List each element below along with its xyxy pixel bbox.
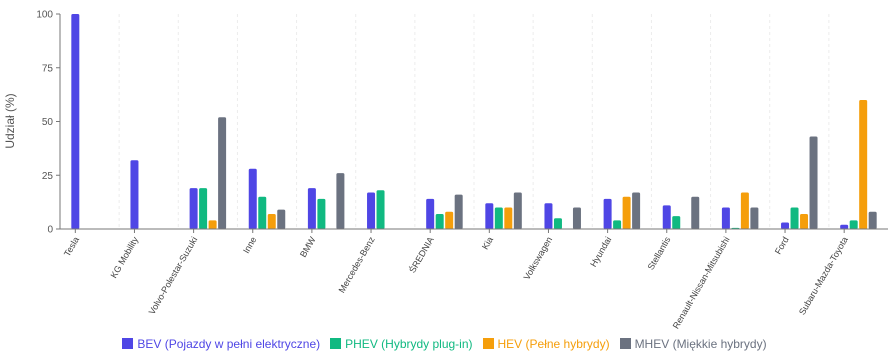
bar: [317, 198, 326, 229]
x-tick-label: Mercedes-Benz: [337, 235, 377, 295]
bar: [544, 203, 553, 229]
bar: [809, 136, 818, 229]
bar: [662, 205, 671, 229]
x-axis: Tesla KG Mobility Volvo-Polestar-Suzuki Inn…: [60, 228, 888, 331]
legend-label: HEV (Pełne hybrydy): [497, 336, 610, 351]
bar: [721, 207, 730, 229]
bar: [485, 203, 494, 229]
legend-label: MHEV (Miękkie hybrydy): [634, 336, 767, 351]
bar: [494, 207, 503, 229]
bar: [189, 188, 198, 229]
bar: [376, 190, 385, 229]
x-tick-label: KG Mobility: [109, 235, 141, 280]
x-tick-label: BMW: [298, 235, 318, 259]
bar: [691, 196, 700, 229]
bar: [553, 218, 562, 229]
bar: [603, 198, 612, 229]
bar: [445, 211, 454, 229]
legend-label: BEV (Pojazdy w pełni elektryczne): [137, 336, 321, 351]
x-tick-label: Stellantis: [646, 235, 673, 272]
y-tick-label: 25: [42, 171, 54, 182]
x-tick-label: ŚREDNIA: [406, 235, 436, 275]
bar: [800, 213, 809, 229]
y-tick-label: 100: [36, 10, 53, 21]
bar: [790, 207, 799, 229]
x-tick-label: Subaru-Mazda-Toyota: [797, 235, 850, 317]
x-tick-label: Kia: [480, 235, 495, 251]
bar: [218, 117, 227, 229]
bar: [622, 196, 631, 229]
bar: [513, 192, 522, 229]
bar: [572, 207, 581, 229]
x-tick-label: Volvo-Polestar-Suzuki: [147, 235, 200, 316]
bar: [199, 188, 208, 229]
bar: [208, 220, 217, 229]
legend: BEV (Pojazdy w pełni elektryczne) PHEV (H…: [0, 336, 889, 351]
x-tick-label: Volkswagen: [522, 235, 555, 282]
y-tick-label: 75: [42, 63, 54, 74]
bar: [307, 188, 316, 229]
bar: [740, 192, 749, 229]
bar: [781, 222, 790, 229]
bars: [71, 14, 877, 229]
y-tick-label: 50: [42, 117, 54, 128]
bar: [277, 209, 286, 229]
bar: [336, 173, 345, 229]
bar: [435, 213, 444, 229]
bar: [454, 194, 463, 229]
x-tick-label: Tesla: [62, 235, 81, 258]
legend-item[interactable]: HEV (Pełne hybrydy): [482, 336, 610, 351]
legend-swatch: [122, 337, 134, 349]
bar: [267, 213, 276, 229]
x-tick-label: Ford: [773, 235, 791, 256]
bar: [71, 14, 80, 229]
bar: [672, 216, 681, 229]
bar: [248, 168, 257, 229]
bar: [840, 224, 849, 229]
bar: [426, 198, 435, 229]
bar: [750, 207, 759, 229]
y-axis-title: Udział (%): [3, 93, 17, 148]
bar: [849, 220, 858, 229]
legend-item[interactable]: BEV (Pojazdy w pełni elektryczne): [122, 337, 320, 351]
legend-swatch: [619, 337, 631, 349]
bar: [632, 192, 641, 229]
x-tick-label: Inne: [241, 235, 258, 255]
bar: [868, 211, 877, 229]
bar: [859, 100, 868, 229]
x-tick-label: Renault-Nissan-Mitsubishi: [671, 235, 732, 331]
bar: [258, 196, 267, 229]
bar: [613, 220, 622, 229]
y-tick-label: 0: [47, 225, 53, 236]
legend-item[interactable]: PHEV (Hybrydy plug-in): [330, 336, 473, 351]
x-tick-label: Hyundai: [588, 235, 613, 269]
bar: [130, 160, 139, 229]
legend-swatch: [482, 337, 494, 349]
bar: [367, 192, 376, 229]
bar: [504, 207, 513, 229]
legend-swatch: [330, 337, 342, 349]
legend-label: PHEV (Hybrydy plug-in): [345, 336, 473, 351]
y-axis: 0 25 50 75 100: [36, 10, 61, 236]
legend-item[interactable]: MHEV (Miękkie hybrydy): [619, 336, 767, 351]
